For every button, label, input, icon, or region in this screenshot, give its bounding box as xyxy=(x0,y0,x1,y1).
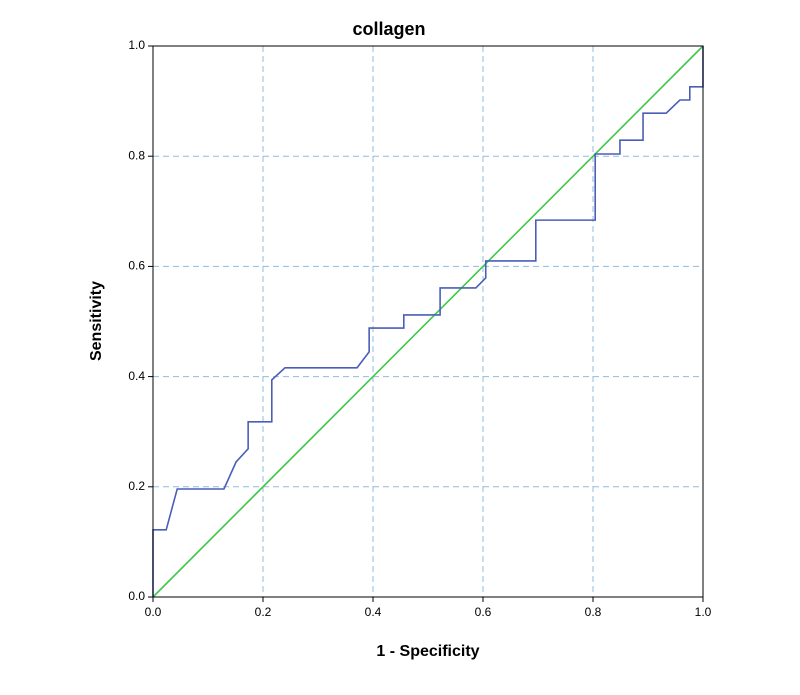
chart-title: collagen xyxy=(352,19,425,39)
y-tick-label: 0.2 xyxy=(128,479,145,493)
x-axis-label: 1 - Specificity xyxy=(376,643,479,660)
y-tick-label: 0.6 xyxy=(128,259,145,273)
x-tick-label: 1.0 xyxy=(695,605,712,619)
roc-line xyxy=(152,46,704,597)
roc-line xyxy=(152,45,704,598)
x-tick-label: 0.6 xyxy=(475,605,492,619)
y-tick-label: 0.0 xyxy=(128,589,145,603)
plot-frame xyxy=(152,45,704,598)
y-tick-label: 0.8 xyxy=(128,148,145,162)
x-tick-label: 0.4 xyxy=(365,605,382,619)
y-axis-label: Sensitivity xyxy=(88,281,105,361)
x-tick-label: 0.8 xyxy=(585,605,602,619)
y-tick-label: 0.4 xyxy=(128,369,145,383)
x-tick-label: 0.0 xyxy=(145,605,162,619)
y-tick-label: 1.0 xyxy=(128,38,145,52)
x-tick-label: 0.2 xyxy=(255,605,272,619)
